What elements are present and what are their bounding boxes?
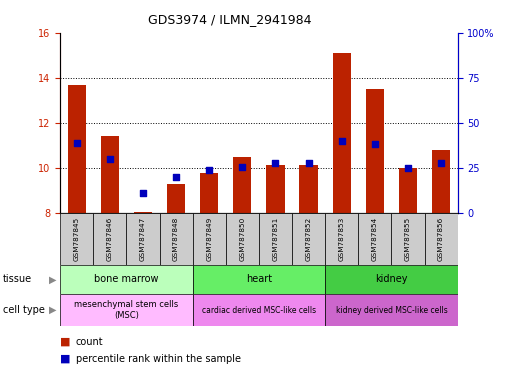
FancyBboxPatch shape <box>93 213 127 265</box>
Text: GSM787852: GSM787852 <box>305 217 312 261</box>
FancyBboxPatch shape <box>226 213 259 265</box>
Text: GSM787854: GSM787854 <box>372 217 378 261</box>
Text: ■: ■ <box>60 337 71 347</box>
FancyBboxPatch shape <box>292 213 325 265</box>
Text: mesenchymal stem cells
(MSC): mesenchymal stem cells (MSC) <box>74 300 178 320</box>
Text: kidney derived MSC-like cells: kidney derived MSC-like cells <box>335 306 447 314</box>
Point <box>337 138 346 144</box>
Text: GSM787851: GSM787851 <box>272 217 278 261</box>
Text: GSM787853: GSM787853 <box>339 217 345 261</box>
Point <box>172 174 180 180</box>
FancyBboxPatch shape <box>391 213 425 265</box>
Bar <box>300 165 317 213</box>
Bar <box>233 157 252 213</box>
Bar <box>266 165 285 213</box>
Text: ▶: ▶ <box>49 305 56 315</box>
Text: GSM787848: GSM787848 <box>173 217 179 261</box>
Text: bone marrow: bone marrow <box>94 274 158 285</box>
Bar <box>432 150 450 213</box>
Text: GSM787847: GSM787847 <box>140 217 146 261</box>
Text: GSM787855: GSM787855 <box>405 217 411 261</box>
Point <box>106 156 114 162</box>
FancyBboxPatch shape <box>160 213 192 265</box>
Text: percentile rank within the sample: percentile rank within the sample <box>76 354 241 364</box>
Point <box>404 165 412 171</box>
Text: ■: ■ <box>60 354 71 364</box>
Point <box>205 167 213 173</box>
Text: kidney: kidney <box>375 274 407 285</box>
Text: tissue: tissue <box>3 274 32 285</box>
Bar <box>167 184 185 213</box>
Text: GSM787849: GSM787849 <box>206 217 212 261</box>
Point <box>304 161 313 167</box>
Point <box>238 164 246 170</box>
Bar <box>200 172 218 213</box>
FancyBboxPatch shape <box>60 265 192 294</box>
Text: GSM787846: GSM787846 <box>107 217 113 261</box>
Text: heart: heart <box>246 274 272 285</box>
Text: cardiac derived MSC-like cells: cardiac derived MSC-like cells <box>202 306 316 314</box>
FancyBboxPatch shape <box>192 213 226 265</box>
Bar <box>67 84 86 213</box>
Text: GSM787850: GSM787850 <box>240 217 245 261</box>
Text: count: count <box>76 337 104 347</box>
Point <box>73 140 81 146</box>
Point <box>437 161 445 167</box>
Point <box>139 190 147 196</box>
Bar <box>134 212 152 213</box>
FancyBboxPatch shape <box>325 265 458 294</box>
Text: cell type: cell type <box>3 305 44 315</box>
FancyBboxPatch shape <box>192 265 325 294</box>
FancyBboxPatch shape <box>60 294 192 326</box>
FancyBboxPatch shape <box>192 294 325 326</box>
FancyBboxPatch shape <box>425 213 458 265</box>
FancyBboxPatch shape <box>358 213 391 265</box>
FancyBboxPatch shape <box>325 213 358 265</box>
Point <box>271 161 280 167</box>
Point <box>371 141 379 147</box>
Text: GSM787856: GSM787856 <box>438 217 444 261</box>
Text: ▶: ▶ <box>49 274 56 285</box>
Bar <box>333 53 351 213</box>
FancyBboxPatch shape <box>259 213 292 265</box>
FancyBboxPatch shape <box>325 294 458 326</box>
FancyBboxPatch shape <box>127 213 160 265</box>
Bar <box>366 89 384 213</box>
Bar <box>399 168 417 213</box>
Text: GDS3974 / ILMN_2941984: GDS3974 / ILMN_2941984 <box>149 13 312 26</box>
FancyBboxPatch shape <box>60 213 93 265</box>
Text: GSM787845: GSM787845 <box>74 217 79 261</box>
Bar <box>101 136 119 213</box>
